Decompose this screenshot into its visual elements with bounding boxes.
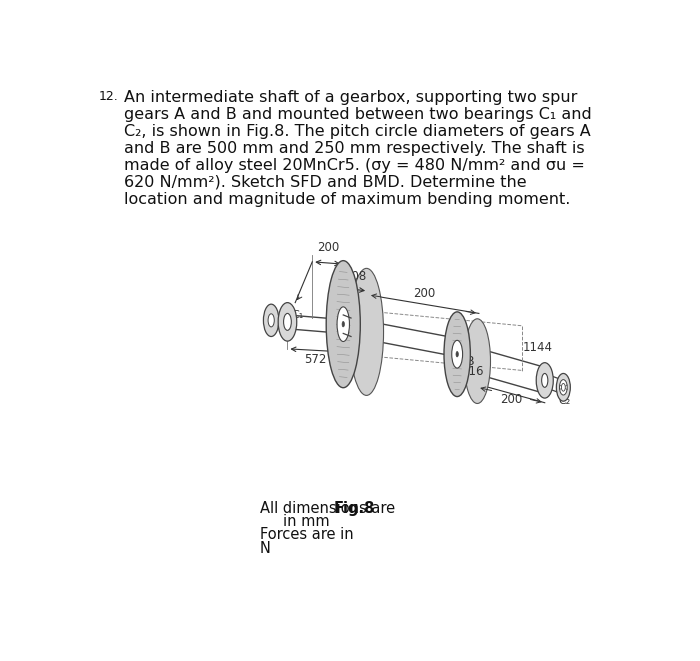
Ellipse shape — [278, 303, 297, 341]
Text: 200: 200 — [316, 241, 339, 254]
Ellipse shape — [349, 268, 384, 395]
Text: 208: 208 — [344, 270, 367, 284]
Text: 12.: 12. — [99, 90, 119, 103]
Text: and B are 500 mm and 250 mm respectively. The shaft is: and B are 500 mm and 250 mm respectively… — [124, 141, 584, 156]
Text: All dimensions are: All dimensions are — [260, 501, 395, 516]
Ellipse shape — [268, 314, 274, 327]
Ellipse shape — [542, 373, 548, 387]
Ellipse shape — [342, 321, 344, 327]
Text: 572: 572 — [304, 354, 326, 366]
Text: C₂: C₂ — [559, 396, 571, 406]
Text: Forces are in: Forces are in — [260, 527, 354, 543]
Ellipse shape — [559, 379, 567, 395]
Ellipse shape — [337, 307, 349, 342]
Ellipse shape — [326, 260, 361, 388]
Ellipse shape — [561, 383, 566, 391]
Text: 200: 200 — [413, 288, 435, 300]
Text: in mm: in mm — [283, 514, 330, 529]
Text: gears A and B and mounted between two bearings C₁ and: gears A and B and mounted between two be… — [124, 107, 592, 122]
Text: N: N — [260, 541, 270, 555]
Text: location and magnitude of maximum bending moment.: location and magnitude of maximum bendin… — [124, 192, 570, 207]
Text: A: A — [352, 321, 361, 334]
Text: C₁: C₁ — [291, 310, 304, 320]
Text: Fig.8: Fig.8 — [333, 501, 374, 516]
Ellipse shape — [556, 373, 570, 401]
Text: 200: 200 — [500, 393, 522, 407]
Ellipse shape — [444, 312, 470, 397]
Text: 1144: 1144 — [523, 341, 553, 354]
Ellipse shape — [284, 313, 291, 330]
Ellipse shape — [263, 304, 279, 336]
Text: made of alloy steel 20MnCr5. (σy = 480 N/mm² and σu =: made of alloy steel 20MnCr5. (σy = 480 N… — [124, 158, 584, 173]
Text: C₂, is shown in Fig.8. The pitch circle diameters of gears A: C₂, is shown in Fig.8. The pitch circle … — [124, 124, 591, 139]
Ellipse shape — [456, 352, 458, 357]
Ellipse shape — [536, 363, 553, 398]
Ellipse shape — [452, 340, 463, 368]
Text: 620 N/mm²). Sketch SFD and BMD. Determine the: 620 N/mm²). Sketch SFD and BMD. Determin… — [124, 175, 526, 190]
Text: 416: 416 — [461, 365, 484, 378]
Text: An intermediate shaft of a gearbox, supporting two spur: An intermediate shaft of a gearbox, supp… — [124, 90, 577, 105]
Text: B: B — [466, 356, 475, 368]
Ellipse shape — [464, 319, 491, 403]
